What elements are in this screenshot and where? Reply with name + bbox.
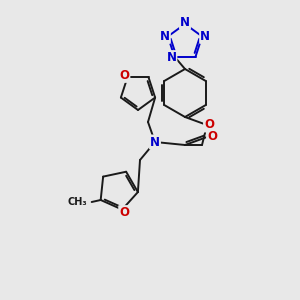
Text: N: N — [200, 30, 210, 43]
Text: N: N — [150, 136, 160, 148]
Text: N: N — [167, 51, 176, 64]
Text: N: N — [160, 30, 170, 43]
Text: CH₃: CH₃ — [67, 197, 87, 207]
Text: O: O — [119, 206, 129, 219]
Text: O: O — [207, 130, 217, 143]
Text: O: O — [119, 69, 129, 82]
Text: O: O — [204, 118, 214, 131]
Text: N: N — [180, 16, 190, 28]
